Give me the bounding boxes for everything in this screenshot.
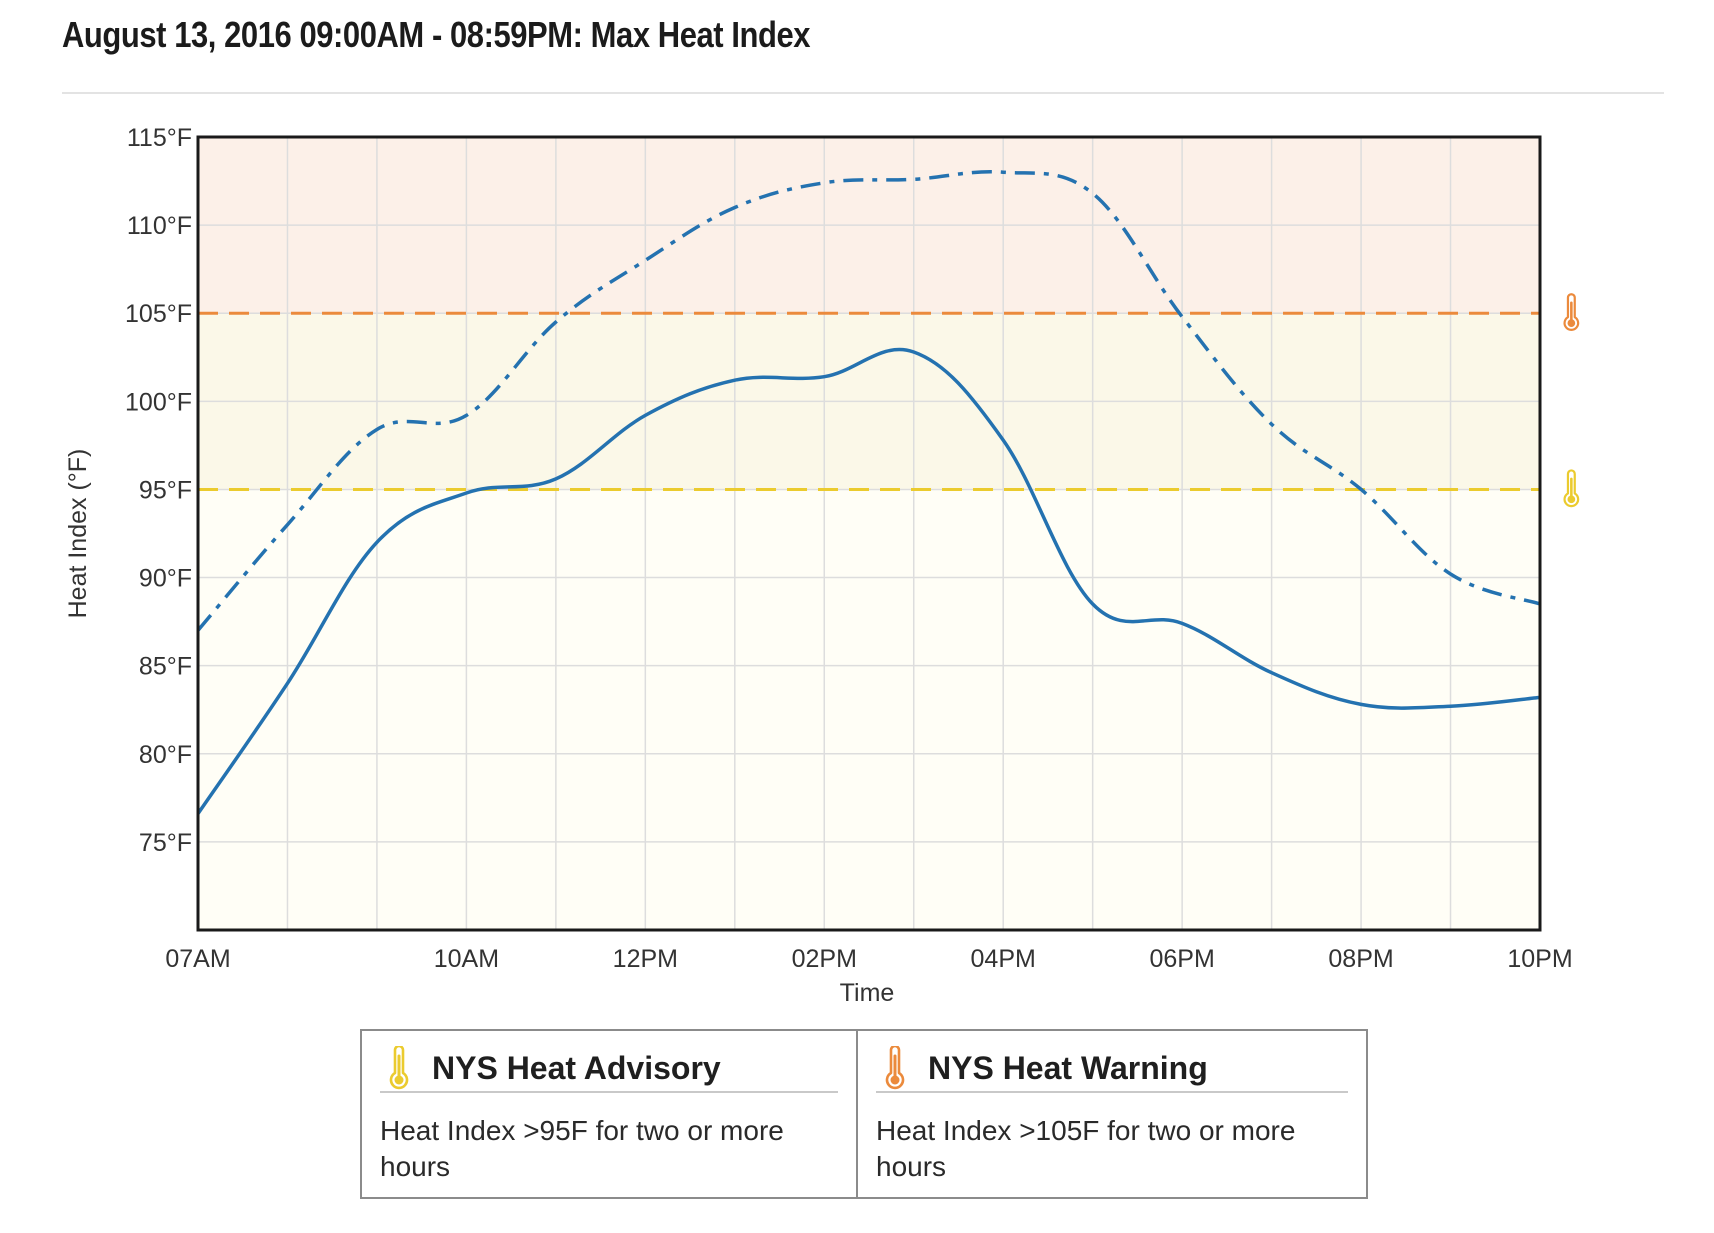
title-divider <box>62 92 1664 94</box>
series-line-dashdot <box>196 169 1541 632</box>
plot-frame <box>196 135 1542 932</box>
x-tick-label: 02PM <box>792 945 857 973</box>
y-axis-ticks: 75°F 80°F 85°F 90°F 95°F 100°F 105°F 110°F 115°F <box>125 124 192 857</box>
x-axis-label: Time <box>840 979 895 1007</box>
legend-warning-header: NYS Heat Warning <box>876 1045 1348 1093</box>
x-tick-label: 10AM <box>434 945 499 973</box>
x-tick-label: 10PM <box>1507 945 1572 973</box>
y-tick-label: 75°F <box>139 829 192 857</box>
legend-heat-advisory: NYS Heat Advisory Heat Index >95F for tw… <box>360 1029 858 1199</box>
thermometer-icon <box>1563 293 1580 331</box>
x-tick-label: 12PM <box>613 945 678 973</box>
x-tick-label: 08PM <box>1328 945 1393 973</box>
y-tick-label: 95°F <box>139 476 192 504</box>
y-tick-label: 80°F <box>139 741 192 769</box>
x-tick-label: 04PM <box>971 945 1036 973</box>
legend-advisory-description: Heat Index >95F for two or more hours <box>380 1115 784 1182</box>
legend-advisory-header: NYS Heat Advisory <box>380 1045 838 1093</box>
chart-series <box>196 169 1541 815</box>
threshold-zones <box>198 137 1540 930</box>
x-tick-label: 06PM <box>1149 945 1214 973</box>
thermometer-icon <box>885 1046 905 1090</box>
legend-warning-description: Heat Index >105F for two or more hours <box>876 1115 1296 1182</box>
heat-index-chart: 75°F 80°F 85°F 90°F 95°F 100°F 105°F 110°F 115°F… <box>64 124 1580 1007</box>
thermometer-icon <box>885 1046 905 1090</box>
y-tick-label: 90°F <box>139 565 192 593</box>
thermometer-icon <box>1563 469 1580 508</box>
y-tick-label: 115°F <box>127 124 192 152</box>
threshold-icons <box>1563 293 1580 508</box>
thermometer-icon <box>389 1046 409 1090</box>
y-tick-label: 105°F <box>125 300 192 328</box>
page-title: August 13, 2016 09:00AM - 08:59PM: Max H… <box>62 14 811 55</box>
y-axis-label: Heat Index (°F) <box>64 449 92 619</box>
legend-advisory-title: NYS Heat Advisory <box>432 1049 721 1086</box>
legend-warning-title: NYS Heat Warning <box>928 1049 1208 1086</box>
threshold-lines <box>198 311 1540 491</box>
y-tick-label: 100°F <box>125 388 192 416</box>
series-line-solid <box>196 347 1541 815</box>
x-tick-label: 07AM <box>165 945 230 973</box>
thermometer-icon <box>389 1046 409 1090</box>
x-axis-ticks: 07AM 10AM 12PM 02PM 04PM 06PM 08PM 10PM <box>165 945 1572 973</box>
y-tick-label: 110°F <box>127 212 192 240</box>
legend-heat-warning: NYS Heat Warning Heat Index >105F for tw… <box>856 1029 1368 1199</box>
y-tick-label: 85°F <box>139 653 192 681</box>
